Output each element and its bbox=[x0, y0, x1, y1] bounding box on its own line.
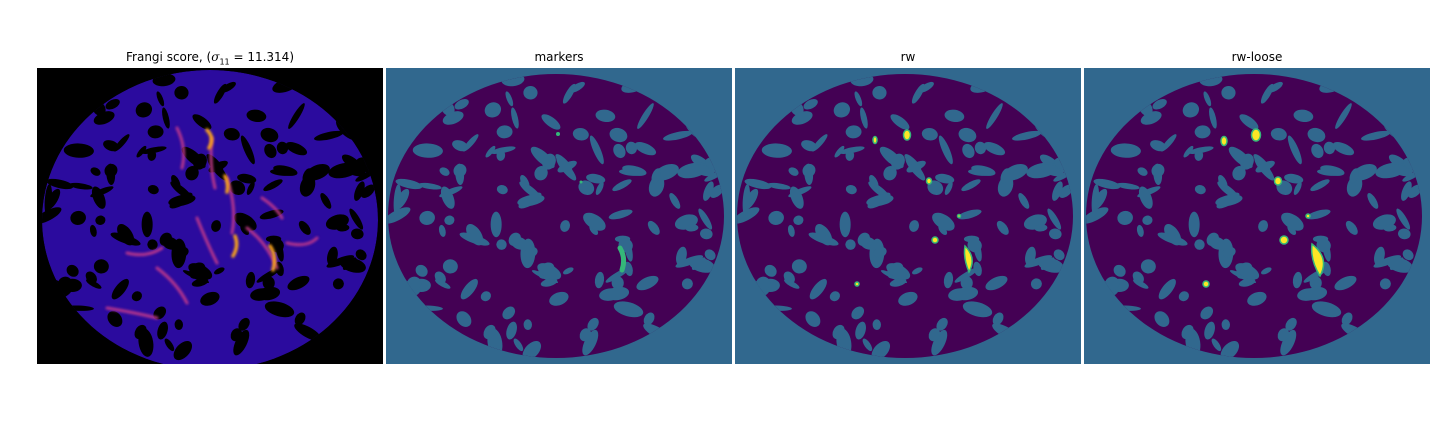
panel-title-rw-loose: rw-loose bbox=[1231, 50, 1283, 64]
panel-title-markers: markers bbox=[534, 50, 584, 64]
markers-image bbox=[386, 68, 732, 364]
frangi-score-image bbox=[37, 68, 383, 364]
panel-title-rw: rw bbox=[900, 50, 916, 64]
rw-loose-image bbox=[1084, 68, 1430, 364]
rw-image bbox=[735, 68, 1081, 364]
panel-title-frangi: Frangi score, (σ11 = 11.314) bbox=[126, 50, 294, 67]
